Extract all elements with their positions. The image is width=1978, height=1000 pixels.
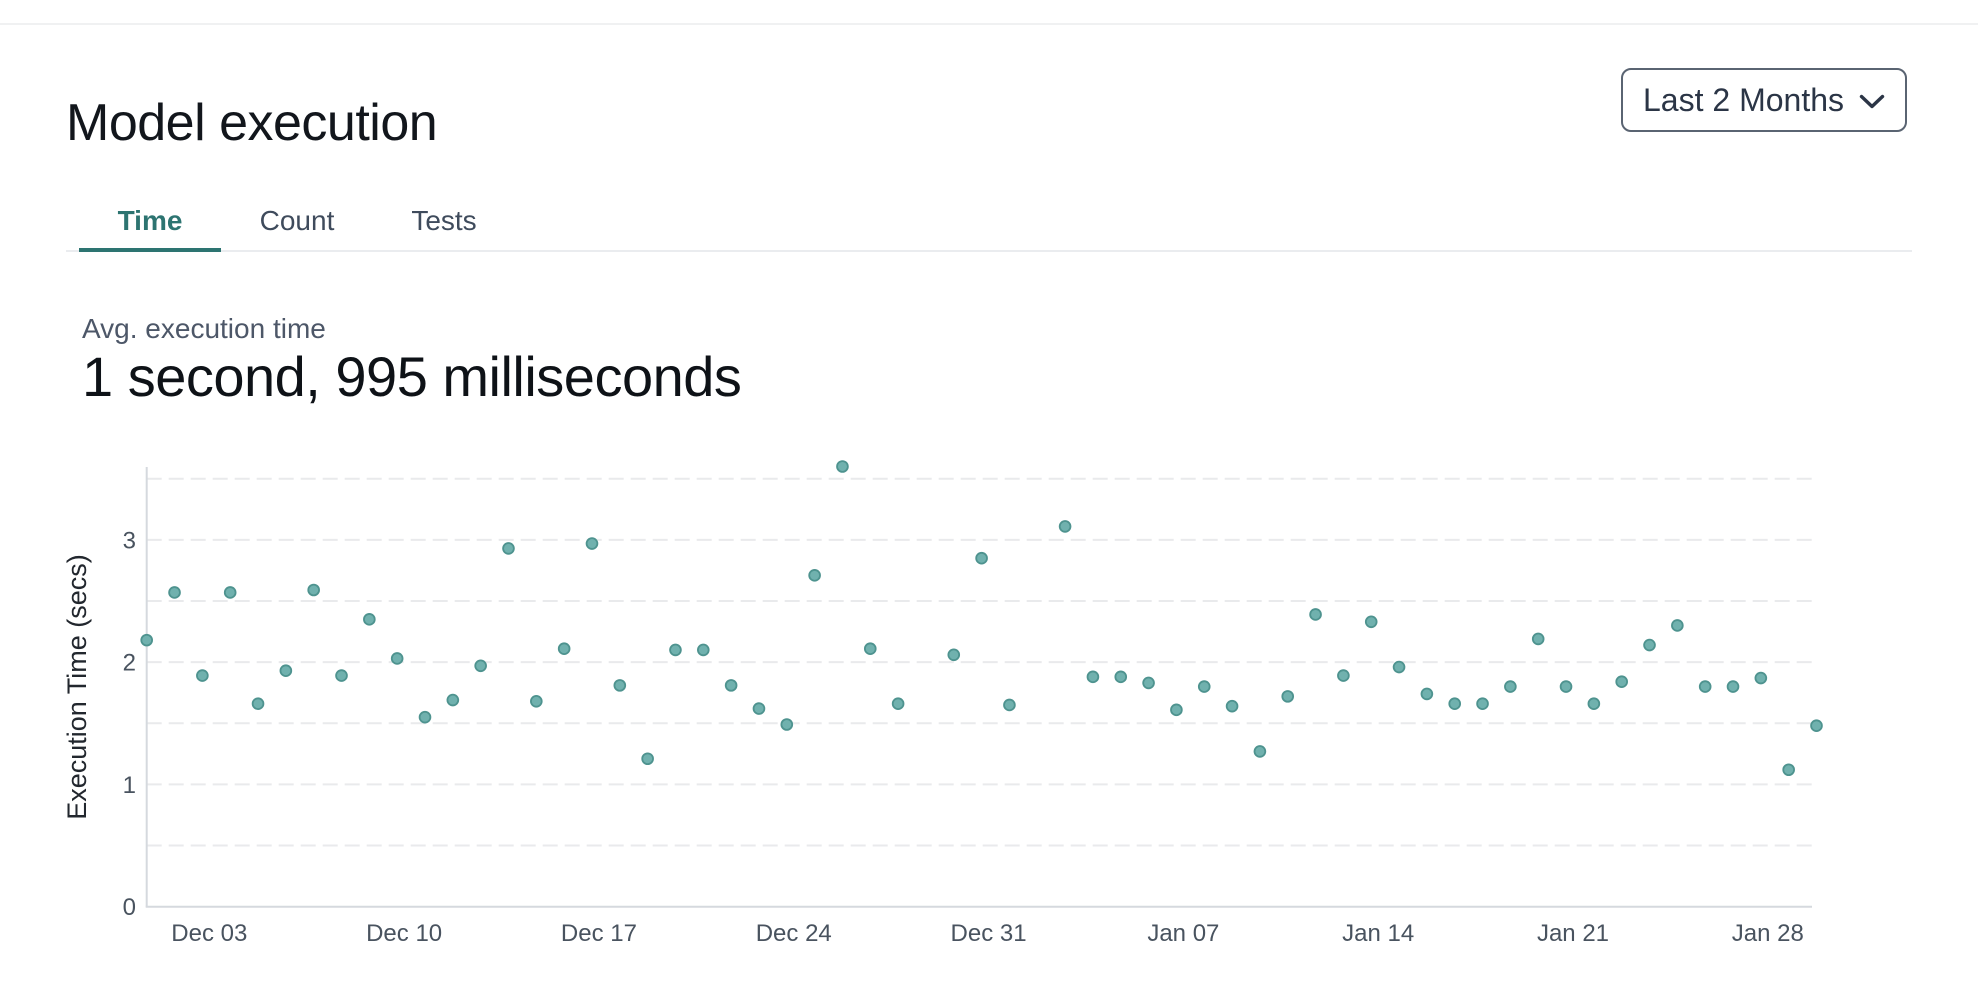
data-point [502, 542, 515, 555]
data-point [140, 633, 154, 647]
time-range-label: Last 2 Months [1643, 81, 1844, 118]
data-point [1142, 676, 1155, 690]
data-point [1225, 699, 1239, 713]
tab-bar: Time Count Tests [79, 193, 520, 252]
y-axis-tick-labels: 0 1 2 3 [123, 527, 136, 921]
data-point [780, 718, 794, 731]
data-point [557, 642, 571, 655]
data-point [530, 694, 543, 708]
data-point [390, 652, 404, 665]
data-point [696, 643, 710, 657]
data-point [1253, 745, 1267, 758]
x-axis-tick-labels: Dec 03 Dec 10 Dec 17 Dec 24 Dec 31 Jan 07 Jan … [171, 920, 1804, 947]
data-point [891, 697, 905, 711]
svg-text:Jan 07: Jan 07 [1147, 920, 1219, 947]
data-point [752, 702, 766, 715]
data-point [1559, 680, 1573, 693]
data-point [808, 569, 821, 582]
tabs-divider [66, 250, 1912, 252]
data-point [724, 679, 738, 692]
data-point [474, 659, 487, 673]
tab-tests[interactable]: Tests [411, 204, 477, 236]
svg-text:Jan 21: Jan 21 [1537, 920, 1609, 947]
svg-text:Dec 17: Dec 17 [561, 920, 637, 947]
data-point [585, 537, 599, 550]
data-point [1114, 670, 1128, 684]
data-point [446, 693, 460, 707]
stat-label: Avg. execution time [82, 313, 326, 344]
data-point [1364, 615, 1378, 629]
data-point [418, 710, 432, 724]
axis-lines [145, 467, 1812, 908]
data-point [1671, 619, 1684, 632]
execution-time-scatter-chart: 0 1 2 3 Dec 03 Dec 10 Dec 17 Dec 24 Dec 31 Jan 07… [0, 430, 1900, 960]
data-point [1448, 697, 1462, 711]
data-point [1698, 680, 1712, 693]
tab-time[interactable]: Time [79, 193, 221, 252]
data-point [1058, 520, 1072, 533]
data-point [363, 613, 376, 626]
data-point [947, 648, 961, 662]
data-point [279, 664, 293, 677]
data-point [1281, 690, 1295, 703]
data-point [1170, 703, 1183, 717]
time-range-dropdown[interactable]: Last 2 Months [1621, 68, 1907, 132]
data-point [836, 460, 849, 473]
data-point [223, 586, 237, 599]
data-point [1337, 669, 1350, 682]
data-point [1587, 697, 1601, 711]
svg-text:1: 1 [123, 772, 136, 799]
data-point [196, 669, 209, 682]
tab-count[interactable]: Count [259, 204, 335, 236]
y-axis-title: Execution Time (secs) [62, 554, 92, 820]
svg-text:Dec 31: Dec 31 [951, 920, 1027, 947]
svg-text:Dec 03: Dec 03 [171, 920, 247, 947]
data-point [1754, 671, 1768, 685]
data-point [863, 642, 877, 655]
stat-value: 1 second, 995 milliseconds [82, 345, 742, 408]
data-point [335, 669, 348, 682]
data-point [669, 643, 682, 657]
top-divider [0, 23, 1978, 25]
chevron-down-icon [1859, 94, 1885, 108]
data-point [1504, 680, 1517, 693]
data-point [1309, 608, 1322, 621]
svg-text:3: 3 [123, 527, 136, 554]
svg-text:Dec 10: Dec 10 [366, 920, 442, 947]
data-point [1782, 763, 1795, 777]
data-point [1531, 632, 1545, 646]
data-point [1197, 680, 1211, 693]
data-point [307, 583, 320, 597]
data-point [251, 697, 265, 711]
svg-text:0: 0 [123, 894, 136, 921]
data-point [1726, 680, 1740, 693]
svg-text:2: 2 [123, 650, 136, 677]
data-point [1810, 719, 1823, 733]
scatter-points [140, 460, 1823, 777]
data-point [1392, 660, 1406, 674]
page-title: Model execution [66, 93, 438, 152]
data-point [1086, 670, 1100, 684]
data-point [1476, 697, 1489, 711]
data-point [1643, 638, 1656, 652]
data-point [975, 551, 988, 565]
data-point [613, 679, 627, 692]
svg-text:Dec 24: Dec 24 [756, 920, 832, 947]
svg-text:Jan 14: Jan 14 [1342, 920, 1414, 947]
data-point [1420, 687, 1434, 701]
data-point [168, 586, 181, 599]
data-point [1003, 698, 1016, 712]
data-point [641, 752, 654, 766]
data-point [1615, 675, 1628, 689]
svg-text:Jan 28: Jan 28 [1732, 920, 1804, 947]
